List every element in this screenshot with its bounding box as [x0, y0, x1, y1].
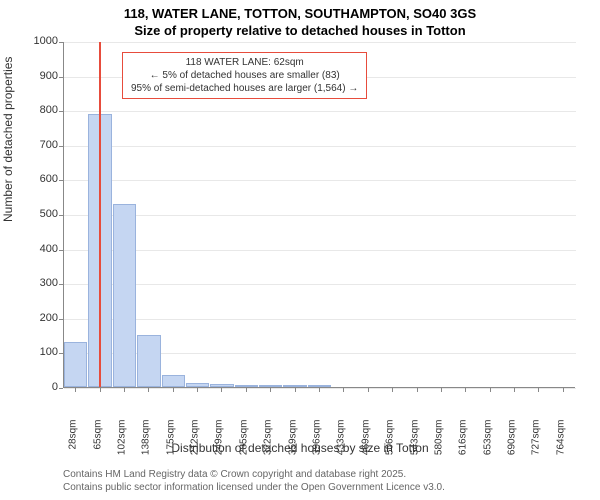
y-tick-mark [59, 77, 63, 78]
x-tick-mark [490, 388, 491, 392]
histogram-bar [308, 385, 331, 387]
gridline [64, 319, 576, 320]
annotation-line1: 118 WATER LANE: 62sqm [131, 56, 358, 69]
gridline [64, 111, 576, 112]
x-tick-mark [173, 388, 174, 392]
y-tick-mark [59, 250, 63, 251]
y-tick-mark [59, 353, 63, 354]
gridline [64, 388, 576, 389]
gridline [64, 284, 576, 285]
gridline [64, 146, 576, 147]
y-tick-label: 400 [18, 243, 58, 255]
histogram-bar [113, 204, 136, 387]
footer-attribution-1: Contains HM Land Registry data © Crown c… [63, 469, 406, 480]
y-tick-label: 200 [18, 312, 58, 324]
x-tick-mark [368, 388, 369, 392]
y-tick-label: 300 [18, 277, 58, 289]
y-tick-label: 1000 [18, 35, 58, 47]
y-tick-label: 500 [18, 208, 58, 220]
x-tick-mark [197, 388, 198, 392]
histogram-bar [186, 383, 209, 387]
y-tick-label: 100 [18, 346, 58, 358]
x-tick-mark [148, 388, 149, 392]
x-tick-mark [563, 388, 564, 392]
x-tick-mark [514, 388, 515, 392]
x-tick-mark [538, 388, 539, 392]
y-tick-mark [59, 284, 63, 285]
property-marker-line [99, 42, 101, 387]
y-tick-mark [59, 111, 63, 112]
y-tick-mark [59, 180, 63, 181]
x-tick-mark [295, 388, 296, 392]
histogram-bar [283, 385, 306, 387]
gridline [64, 215, 576, 216]
y-tick-label: 600 [18, 173, 58, 185]
x-tick-mark [392, 388, 393, 392]
x-tick-mark [319, 388, 320, 392]
histogram-bar [210, 384, 233, 387]
gridline [64, 250, 576, 251]
x-tick-mark [343, 388, 344, 392]
y-axis-label: Number of detached properties [1, 57, 15, 222]
gridline [64, 180, 576, 181]
x-tick-mark [417, 388, 418, 392]
annotation-line3: 95% of semi-detached houses are larger (… [131, 82, 358, 95]
y-tick-mark [59, 146, 63, 147]
histogram-bar [162, 375, 185, 387]
x-axis-label: Distribution of detached houses by size … [0, 441, 600, 455]
x-tick-mark [246, 388, 247, 392]
chart-title-line2: Size of property relative to detached ho… [0, 23, 600, 38]
y-tick-mark [59, 215, 63, 216]
annotation-line2: ← 5% of detached houses are smaller (83) [131, 69, 358, 82]
x-tick-mark [441, 388, 442, 392]
histogram-bar [137, 335, 160, 387]
x-tick-mark [124, 388, 125, 392]
footer-attribution-2: Contains public sector information licen… [63, 482, 445, 493]
y-tick-mark [59, 42, 63, 43]
histogram-bar [64, 342, 87, 387]
histogram-bar [259, 385, 282, 387]
y-tick-label: 900 [18, 70, 58, 82]
x-tick-mark [465, 388, 466, 392]
y-tick-label: 800 [18, 104, 58, 116]
x-tick-mark [221, 388, 222, 392]
y-tick-label: 0 [18, 381, 58, 393]
chart-title-line1: 118, WATER LANE, TOTTON, SOUTHAMPTON, SO… [0, 6, 600, 21]
y-tick-mark [59, 319, 63, 320]
annotation-callout: 118 WATER LANE: 62sqm ← 5% of detached h… [122, 52, 367, 99]
y-tick-label: 700 [18, 139, 58, 151]
property-size-chart: 118, WATER LANE, TOTTON, SOUTHAMPTON, SO… [0, 0, 600, 500]
x-tick-mark [270, 388, 271, 392]
histogram-bar [235, 385, 258, 387]
y-tick-mark [59, 388, 63, 389]
x-tick-mark [100, 388, 101, 392]
x-tick-mark [75, 388, 76, 392]
gridline [64, 42, 576, 43]
